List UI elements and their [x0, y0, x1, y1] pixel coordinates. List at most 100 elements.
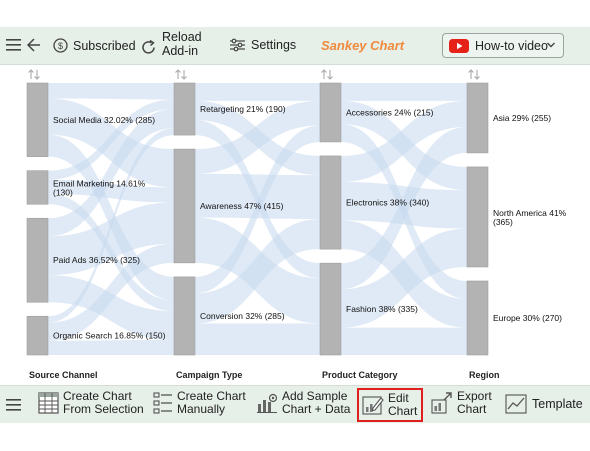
settings-button[interactable]: Settings	[230, 38, 296, 52]
refresh-icon	[142, 39, 155, 54]
hamburger-menu-icon[interactable]	[6, 38, 22, 52]
node-label: Retargeting 21% (190)	[200, 104, 286, 114]
add-sample-chart-data-button[interactable]: Add Sample Chart + Data	[256, 390, 350, 416]
sankey-node[interactable]	[173, 276, 196, 356]
sliders-icon	[230, 38, 245, 52]
form-list-icon	[153, 392, 172, 414]
sort-arrows-icon[interactable]	[28, 69, 40, 80]
sankey-link	[48, 339, 174, 355]
sankey-link	[195, 173, 320, 219]
sankey-link	[195, 100, 320, 174]
sankey-node[interactable]	[466, 166, 489, 268]
sankey-node[interactable]	[173, 82, 196, 136]
create-selection-line2: From Selection	[63, 402, 144, 416]
sankey-link	[48, 275, 174, 340]
add-sample-line2: Chart + Data	[282, 402, 351, 416]
export-chart-line1: Export	[457, 389, 492, 403]
create-manual-line2: Manually	[177, 402, 226, 416]
sankey-link	[195, 219, 320, 324]
sort-arrows-icon[interactable]	[321, 69, 333, 80]
sankey-link	[48, 99, 174, 180]
how-to-video-label: How-to video	[475, 38, 548, 53]
node-label: Electronics 38% (340)	[346, 198, 429, 208]
edit-chart-button[interactable]: Edit Chart	[357, 388, 423, 422]
edit-chart-line1: Edit	[388, 391, 409, 405]
dollar-circle-icon: $	[53, 38, 68, 53]
sankey-node[interactable]	[319, 82, 342, 143]
node-label: Social Media 32.02% (285)	[53, 115, 155, 125]
edit-chart-line2: Chart	[388, 404, 418, 418]
sankey-node[interactable]	[466, 82, 489, 154]
column-title: Campaign Type	[176, 370, 242, 380]
settings-label: Settings	[251, 38, 297, 52]
sankey-node[interactable]	[319, 155, 342, 250]
sankey-link	[341, 126, 467, 290]
template-label: Template	[532, 396, 583, 411]
sankey-svg: Source Channel Social Media 32.02% (285) E…	[26, 69, 567, 380]
bottom-hamburger-menu-icon[interactable]	[6, 398, 22, 412]
sankey-link	[341, 327, 467, 355]
create-chart-from-selection-button[interactable]: Create Chart From Selection	[38, 390, 144, 416]
reload-label-line2: Add-in	[162, 44, 199, 58]
chevron-down-icon	[547, 42, 555, 48]
reload-addin-button[interactable]: Reload Add-in	[140, 30, 202, 58]
column-title: Product Category	[322, 370, 398, 380]
sankey-link	[195, 323, 320, 355]
table-grid-icon	[38, 392, 59, 414]
sankey-link	[341, 83, 467, 101]
node-label: Conversion 32% (285)	[200, 311, 285, 321]
sankey-link	[341, 100, 467, 182]
sort-arrows-icon[interactable]	[175, 69, 187, 80]
subscribed-button[interactable]: $ Subscribed	[53, 38, 136, 53]
sankey-node[interactable]	[26, 217, 49, 303]
sankey-link	[195, 83, 320, 101]
sankey-node[interactable]	[26, 170, 49, 205]
node-label: Awareness 47% (415)	[200, 201, 284, 211]
node-label: Accessories 24% (215)	[346, 107, 434, 117]
svg-text:$: $	[58, 41, 63, 51]
sankey-node[interactable]	[466, 280, 489, 356]
export-chart-button[interactable]: Export Chart	[431, 390, 492, 416]
sankey-link	[48, 83, 174, 100]
sankey-link	[48, 243, 174, 341]
sort-arrows-icon[interactable]	[468, 69, 480, 80]
sankey-node[interactable]	[319, 262, 342, 356]
sankey-link	[48, 202, 174, 276]
column-title: Source Channel	[29, 370, 98, 380]
sankey-link	[48, 109, 174, 237]
add-sample-line1: Add Sample	[282, 389, 348, 403]
top-toolbar: $ Subscribed Reload Add-in Settings Sank…	[0, 27, 590, 65]
node-label: Email Marketing 14.61%	[53, 178, 146, 188]
column-title: Region	[469, 370, 500, 380]
node-label-line2: (365)	[493, 217, 513, 227]
how-to-video-dropdown[interactable]: How-to video	[442, 33, 564, 58]
sankey-labels: Source Channel Social Media 32.02% (285) E…	[28, 69, 567, 380]
sankey-link	[195, 125, 320, 294]
create-manual-line1: Create Chart	[177, 389, 246, 403]
sankey-links	[48, 83, 467, 355]
app-title: Sankey Chart	[321, 38, 405, 53]
sankey-nodes	[26, 82, 489, 356]
sankey-chart: Source Channel Social Media 32.02% (285) E…	[0, 66, 590, 384]
sankey-node[interactable]	[26, 315, 49, 356]
template-chart-icon	[505, 394, 527, 414]
sankey-link	[48, 128, 174, 323]
subscribed-label: Subscribed	[73, 38, 136, 53]
node-label: Organic Search 16.85% (150)	[53, 331, 166, 341]
node-label: North America 41%	[493, 208, 567, 218]
reload-label-line1: Reload	[162, 30, 202, 44]
sankey-link	[341, 228, 467, 328]
create-selection-line1: Create Chart	[63, 389, 132, 403]
sankey-node[interactable]	[173, 148, 196, 264]
sankey-node[interactable]	[26, 82, 49, 157]
back-arrow-icon[interactable]	[27, 38, 41, 52]
node-label: Europe 30% (270)	[493, 313, 562, 323]
template-button[interactable]: Template	[505, 394, 583, 414]
node-label: Asia 29% (255)	[493, 113, 551, 123]
node-label-line2: (130)	[53, 187, 73, 197]
export-chart-icon	[431, 392, 452, 414]
create-chart-manually-button[interactable]: Create Chart Manually	[153, 390, 246, 416]
sample-data-chart-icon	[257, 393, 278, 413]
edit-chart-icon	[362, 396, 384, 415]
sankey-link	[48, 179, 174, 203]
